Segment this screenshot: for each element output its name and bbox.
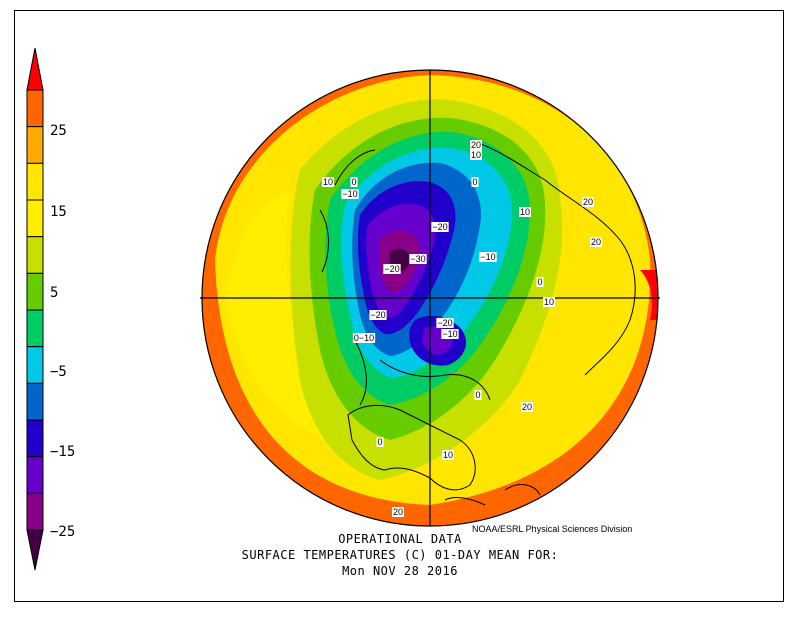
contour-label: 10: [323, 177, 333, 187]
contour-label: 0: [472, 177, 477, 187]
legend-band: [26, 236, 44, 274]
contour-label: 20: [471, 140, 481, 150]
title-line-1: OPERATIONAL DATA: [338, 532, 462, 546]
contour-label-bg: [518, 207, 532, 217]
contour-label: −20: [384, 264, 399, 274]
contour-label-bg: [391, 507, 405, 517]
contour-label-bg: [350, 177, 358, 187]
legend-band: [26, 126, 44, 164]
legend-labels: 25 15 5 −5 −15 −25: [50, 123, 75, 540]
contour-label: 0: [537, 277, 542, 287]
contour-label: −10: [342, 189, 357, 199]
legend-label: 25: [50, 123, 67, 139]
legend-arrow-bottom: [26, 529, 44, 571]
legend-label: 15: [50, 204, 67, 220]
title-line-3: Mon NOV 28 2016: [342, 564, 458, 578]
contour-label-bg: [520, 402, 534, 412]
contour-label: 10: [520, 207, 530, 217]
contour-label: 0: [377, 437, 382, 447]
contour-label: −10: [480, 252, 495, 262]
contour-label: −10: [442, 329, 457, 339]
contour-label: 0−10: [354, 333, 374, 343]
legend-band: [26, 162, 44, 201]
contour-label-bg: [471, 177, 479, 187]
coastlines: [319, 139, 636, 506]
legend-band: [26, 346, 44, 384]
legend-label: −15: [50, 444, 75, 460]
contour-label-bg: [536, 277, 544, 287]
plot-frame: [14, 10, 784, 602]
contour-label-bg: [431, 222, 449, 232]
contour-label: −20: [370, 310, 385, 320]
contour-label-bg: [474, 390, 482, 400]
contour-label: −30: [410, 254, 425, 264]
contour-label-bg: [321, 177, 335, 187]
contour-label-bg: [341, 189, 359, 199]
contour-label-bg: [383, 264, 401, 274]
legend-band: [26, 309, 44, 348]
contour-label: 20: [522, 402, 532, 412]
contour-label-bg: [376, 437, 384, 447]
contour-label-bg: [581, 197, 595, 207]
title-line-2: SURFACE TEMPERATURES (C) 01-DAY MEAN FOR…: [241, 548, 559, 562]
contour-label-bg: [589, 237, 603, 247]
contour-label-bg: [469, 140, 483, 150]
contour-label-bg: [542, 297, 556, 307]
legend-label: −25: [50, 524, 75, 540]
contour-label-bg: [409, 254, 427, 264]
legend-band: [26, 272, 44, 311]
contour-label-bg: [469, 150, 483, 160]
legend-band: [26, 492, 44, 531]
legend-band: [26, 456, 44, 494]
legend-band: [26, 419, 44, 458]
contour-label: 10: [443, 450, 453, 460]
contour-label: 20: [393, 507, 403, 517]
contour-label-bg: [479, 252, 497, 262]
legend-band: [26, 89, 44, 128]
contour-label-bg: [352, 333, 376, 343]
credit-text: NOAA/ESRL Physical Sciences Division: [472, 524, 633, 534]
legend-label: −5: [50, 364, 67, 380]
legend-arrow-top: [26, 47, 44, 91]
contour-label: 10: [471, 150, 481, 160]
contour-label: 20: [591, 237, 601, 247]
legend-band: [26, 199, 44, 238]
contour-label-bg: [369, 310, 387, 320]
legend-band: [26, 382, 44, 421]
contour-label: 20: [583, 197, 593, 207]
contour-label-bg: [441, 450, 455, 460]
contour-label-bg: [441, 329, 459, 339]
contour-label: 10: [544, 297, 554, 307]
contour-label: 0: [475, 390, 480, 400]
contour-label: −20: [432, 222, 447, 232]
color-legend: [26, 47, 44, 571]
contour-label-bg: [436, 318, 454, 328]
graticule: [200, 69, 660, 527]
legend-label: 5: [50, 285, 58, 301]
contour-label: 0: [351, 177, 356, 187]
contour-label: −20: [437, 318, 452, 328]
